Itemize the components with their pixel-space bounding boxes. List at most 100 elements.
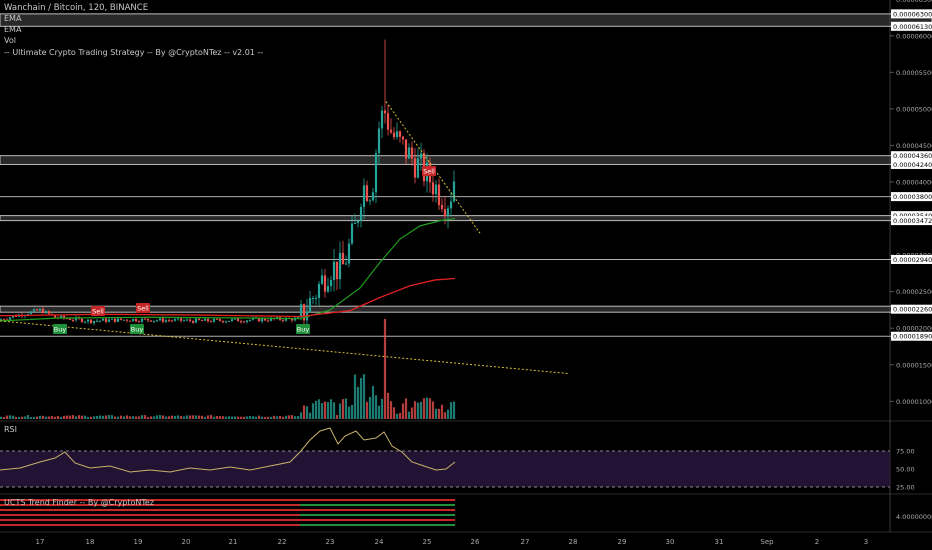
x-tick-label: 23 xyxy=(326,538,335,546)
level-label: 0.00006130 xyxy=(893,23,932,31)
volume-bar xyxy=(329,399,333,419)
candle-body xyxy=(89,319,93,324)
level-label: 0.00002260 xyxy=(893,306,932,314)
candle-body xyxy=(92,321,96,324)
signal-label: Sell xyxy=(92,308,104,316)
candle-body xyxy=(140,318,144,322)
ucts-bar xyxy=(300,519,455,521)
volume-bar xyxy=(296,415,300,419)
level-label: 0.00004240 xyxy=(893,161,932,169)
volume-bar xyxy=(161,415,165,419)
candle-body xyxy=(134,318,138,322)
candle-body xyxy=(170,320,174,322)
volume-bar xyxy=(113,416,117,419)
candle-body xyxy=(155,320,159,322)
candle-body xyxy=(11,315,15,318)
candle-body xyxy=(203,318,207,321)
volume-bar xyxy=(365,401,369,419)
candle-body xyxy=(185,319,189,321)
candle-body xyxy=(335,261,339,280)
candle-body xyxy=(125,319,129,321)
ucts-bar xyxy=(300,509,455,511)
volume-bar xyxy=(401,403,405,419)
x-tick-label: 31 xyxy=(715,538,724,546)
volume-bar xyxy=(428,398,432,419)
candle-body xyxy=(344,263,348,265)
candle-body xyxy=(290,318,294,321)
volume-bar xyxy=(326,402,330,419)
candle-body xyxy=(317,283,321,298)
volume-bar xyxy=(182,416,186,419)
x-tick-label: 3 xyxy=(864,538,868,546)
volume-bar xyxy=(230,416,234,419)
volume-bar xyxy=(209,415,213,419)
volume-bar xyxy=(422,398,426,419)
signal-label: Sell xyxy=(423,168,435,176)
candle-body xyxy=(248,319,252,321)
volume-bar xyxy=(80,415,84,419)
level-label-box xyxy=(891,304,932,314)
signal-badge xyxy=(136,303,150,313)
candle-body xyxy=(8,317,12,320)
candle-body xyxy=(86,319,90,322)
strategy-label: -- Ultimate Crypto Trading Strategy -- B… xyxy=(4,48,264,57)
volume-bar xyxy=(2,416,6,419)
candle-body xyxy=(242,321,246,323)
signal-sell: Sell xyxy=(422,166,436,176)
candle-body xyxy=(263,318,267,321)
volume-bar xyxy=(443,412,447,419)
level-label-box xyxy=(891,151,932,161)
volume-bar xyxy=(413,401,417,419)
candle-body xyxy=(389,129,393,133)
volume-bar xyxy=(122,416,126,419)
volume-bar xyxy=(152,416,156,419)
price-tick-label: 0.00004500 xyxy=(896,142,932,150)
volume-bar xyxy=(128,416,132,419)
candle-body xyxy=(194,318,198,323)
volume-bar xyxy=(218,416,222,419)
volume-bar xyxy=(269,416,273,419)
level-label-box xyxy=(891,331,932,341)
volume-bar xyxy=(398,412,402,419)
volume-bar xyxy=(284,415,288,419)
volume-bar xyxy=(23,416,27,419)
candle-body xyxy=(182,320,186,322)
volume-bar xyxy=(425,397,429,419)
candle-body xyxy=(161,318,165,322)
signal-badge xyxy=(130,324,144,334)
candle-body xyxy=(359,206,363,221)
candle-body xyxy=(365,185,369,201)
volume-bar xyxy=(392,407,396,419)
volume-label: Vol xyxy=(4,36,16,45)
signal-label: Buy xyxy=(131,326,144,334)
volume-bar xyxy=(5,415,9,419)
candle-body xyxy=(209,321,213,323)
signal-badge xyxy=(53,324,67,334)
candle-body xyxy=(362,185,366,207)
candle-body xyxy=(95,320,99,322)
ucts-bar xyxy=(300,514,455,516)
volume-bar xyxy=(107,415,111,419)
volume-bar xyxy=(89,416,93,419)
volume-bar xyxy=(227,416,231,419)
candle-body xyxy=(65,318,69,320)
candle-body xyxy=(215,318,219,320)
volume-bar xyxy=(410,407,414,419)
candle-body xyxy=(212,318,216,322)
volume-bar xyxy=(362,374,366,419)
candle-body xyxy=(80,318,84,323)
candle-body xyxy=(392,132,396,138)
volume-bar xyxy=(353,374,357,419)
candle-body xyxy=(338,252,342,280)
level-label: 0.00003472 xyxy=(893,217,932,225)
ucts-bar xyxy=(300,524,455,526)
candle-body xyxy=(398,131,402,137)
candle-body xyxy=(152,320,156,322)
candle-body xyxy=(53,315,57,318)
candle-body xyxy=(452,181,456,202)
price-tick-label: 0.00001000 xyxy=(896,398,932,406)
candle-body xyxy=(395,131,399,138)
candle-body xyxy=(251,318,255,320)
candle-body xyxy=(146,318,150,321)
